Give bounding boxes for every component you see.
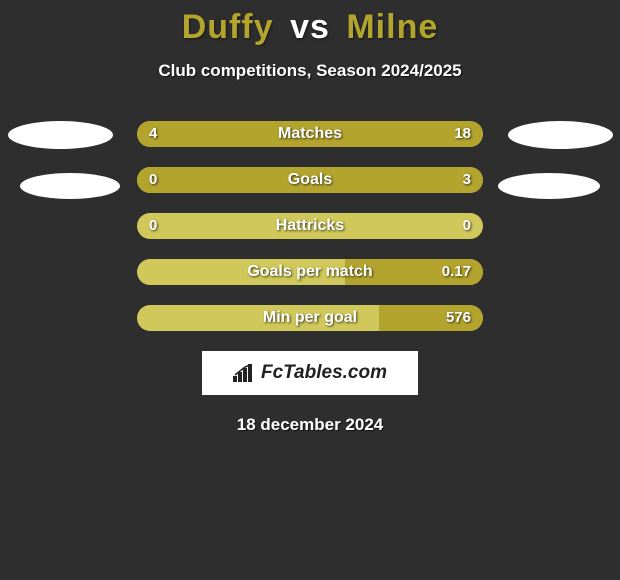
player2-badge-top bbox=[508, 121, 613, 149]
stats-area: 4Matches180Goals30Hattricks0Goals per ma… bbox=[0, 121, 620, 331]
page-title: Duffy vs Milne bbox=[0, 8, 620, 47]
stat-value-right: 0.17 bbox=[442, 259, 471, 285]
stat-value-right: 576 bbox=[446, 305, 471, 331]
date-text: 18 december 2024 bbox=[0, 415, 620, 435]
player2-badge-bottom bbox=[498, 173, 600, 199]
stat-value-right: 18 bbox=[454, 121, 471, 147]
logo-box[interactable]: FcTables.com bbox=[202, 351, 418, 395]
stat-row: 0Hattricks0 bbox=[137, 213, 483, 239]
player1-name: Duffy bbox=[182, 8, 274, 46]
stat-rows: 4Matches180Goals30Hattricks0Goals per ma… bbox=[137, 121, 483, 331]
subtitle: Club competitions, Season 2024/2025 bbox=[0, 61, 620, 81]
stat-row: Goals per match0.17 bbox=[137, 259, 483, 285]
stat-row: 4Matches18 bbox=[137, 121, 483, 147]
stat-label: Goals per match bbox=[137, 259, 483, 285]
logo-text: FcTables.com bbox=[261, 362, 387, 384]
stat-value-right: 3 bbox=[463, 167, 471, 193]
stat-row: Min per goal576 bbox=[137, 305, 483, 331]
player2-name: Milne bbox=[346, 8, 438, 46]
player1-badge-top bbox=[8, 121, 113, 149]
stat-value-right: 0 bbox=[463, 213, 471, 239]
stat-label: Min per goal bbox=[137, 305, 483, 331]
vs-text: vs bbox=[284, 8, 336, 46]
stat-label: Hattricks bbox=[137, 213, 483, 239]
stat-label: Matches bbox=[137, 121, 483, 147]
comparison-container: Duffy vs Milne Club competitions, Season… bbox=[0, 0, 620, 435]
stat-label: Goals bbox=[137, 167, 483, 193]
chart-icon bbox=[233, 364, 255, 382]
stat-row: 0Goals3 bbox=[137, 167, 483, 193]
player1-badge-bottom bbox=[20, 173, 120, 199]
